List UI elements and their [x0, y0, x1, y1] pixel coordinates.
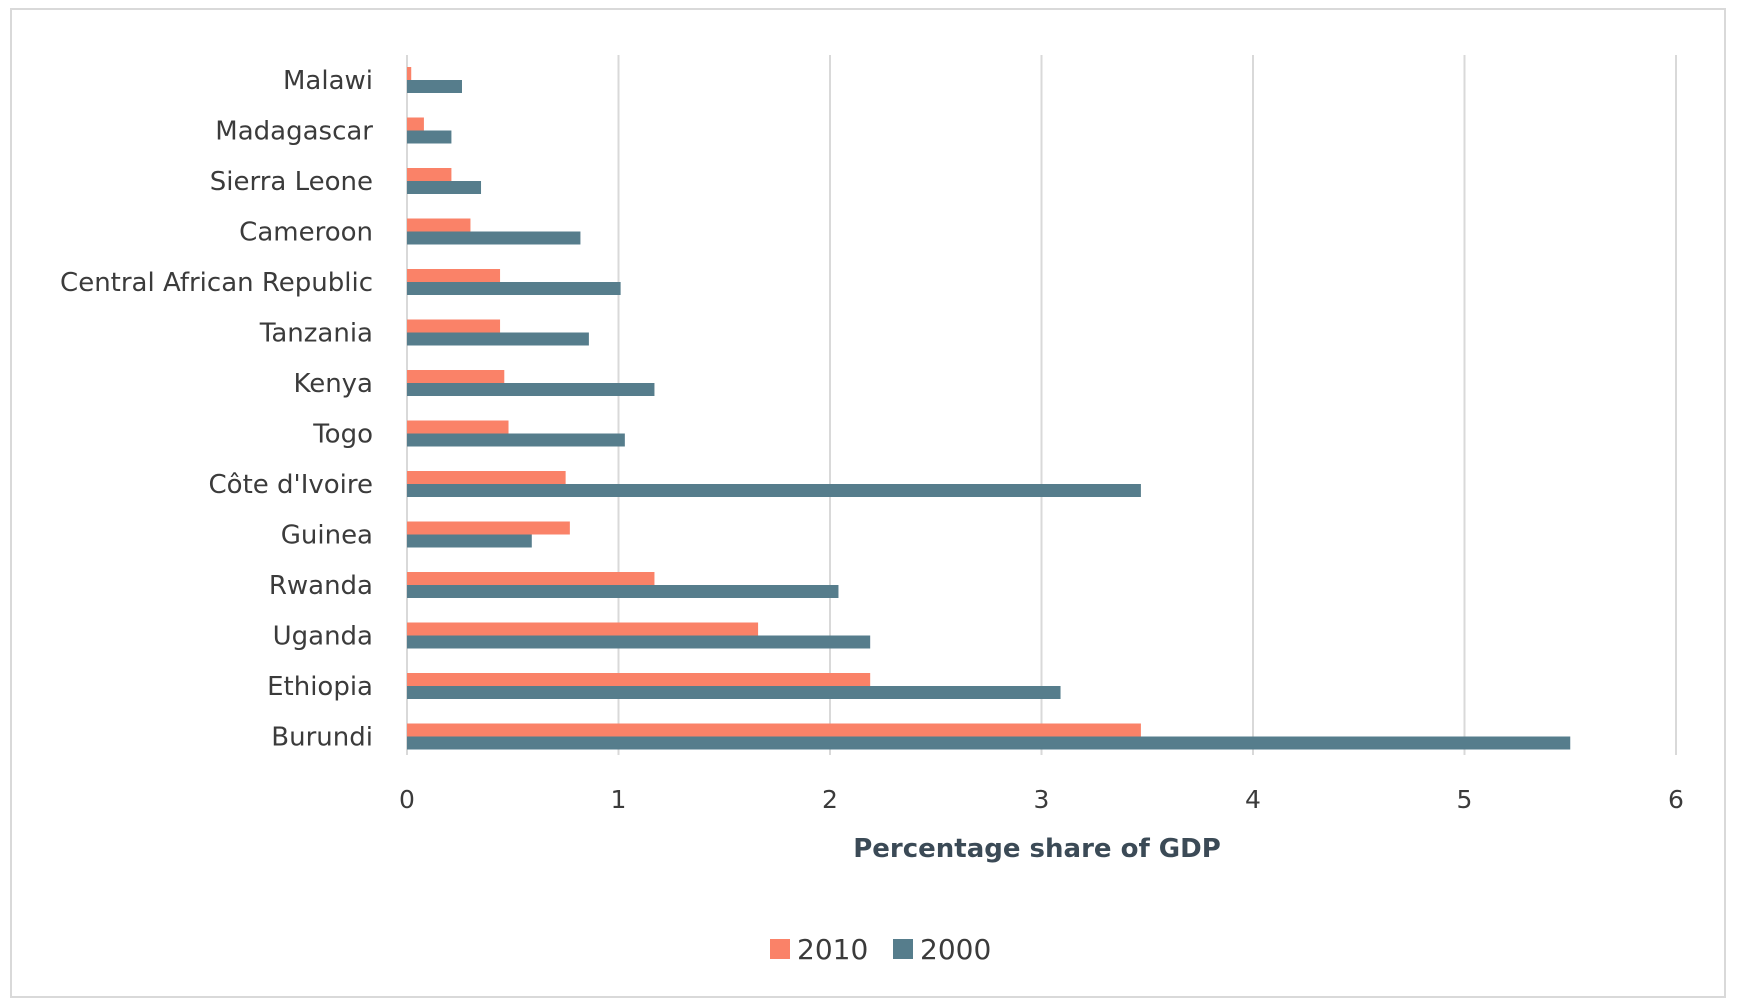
category-label: Cameroon [239, 218, 373, 248]
bar-2010 [407, 572, 655, 585]
bar-2000 [407, 686, 1061, 699]
category-label: Uganda [273, 622, 373, 652]
category-label: Central African Republic [60, 268, 373, 298]
bar-2000 [407, 585, 839, 598]
category-label: Côte d'Ivoire [209, 470, 373, 500]
bar-2000 [407, 231, 581, 245]
legend: 2010 2000 [770, 933, 991, 966]
bar-2000 [407, 130, 452, 144]
category-label: Rwanda [269, 571, 373, 601]
x-tick-label: 3 [1034, 785, 1050, 814]
bar-2000 [407, 80, 462, 93]
x-tick-labels: 0 1 2 3 4 5 6 [399, 785, 1684, 814]
legend-label: 2000 [920, 933, 991, 966]
bar-2000 [407, 282, 621, 295]
bar-2010 [407, 471, 566, 484]
bar-2010 [407, 673, 871, 686]
bar-2010 [407, 218, 471, 232]
x-tick-label: 1 [611, 785, 627, 814]
bar-2000 [407, 181, 482, 194]
bar-2010 [407, 420, 509, 434]
category-label: Kenya [293, 369, 373, 399]
bar-2000 [407, 484, 1141, 497]
category-label: Guinea [281, 521, 373, 551]
bars [407, 67, 1571, 750]
bar-2010 [407, 370, 505, 383]
x-axis-title: Percentage share of GDP [853, 834, 1221, 864]
bar-2010 [407, 67, 412, 80]
category-label: Burundi [271, 723, 373, 753]
bar-2010 [407, 723, 1141, 737]
legend-label: 2010 [797, 933, 868, 966]
bar-2010 [407, 622, 759, 636]
bar-2010 [407, 269, 501, 282]
x-tick-label: 5 [1457, 785, 1473, 814]
legend-swatch [893, 939, 913, 959]
bar-2010 [407, 319, 501, 333]
category-label: Madagascar [215, 117, 373, 147]
category-label: Sierra Leone [210, 167, 373, 197]
bar-2000 [407, 534, 532, 548]
bar-2000 [407, 332, 589, 346]
category-labels: Malawi Madagascar Sierra Leone Cameroon Cent… [60, 66, 373, 753]
bar-2010 [407, 117, 424, 131]
bar-2000 [407, 433, 625, 447]
bar-2000 [407, 635, 871, 649]
x-tick-label: 2 [822, 785, 838, 814]
bar-2000 [407, 736, 1571, 750]
legend-swatch [770, 939, 790, 959]
bar-2010 [407, 168, 452, 181]
bar-2010 [407, 521, 570, 535]
gridlines [406, 55, 1677, 755]
x-tick-label: 6 [1668, 785, 1684, 814]
category-label: Ethiopia [267, 672, 373, 702]
bar-2000 [407, 383, 655, 396]
category-label: Tanzania [259, 319, 373, 349]
x-tick-label: 0 [399, 785, 415, 814]
chart-frame [10, 8, 1726, 998]
x-tick-label: 4 [1245, 785, 1261, 814]
category-label: Togo [312, 420, 373, 450]
category-label: Malawi [283, 66, 373, 96]
